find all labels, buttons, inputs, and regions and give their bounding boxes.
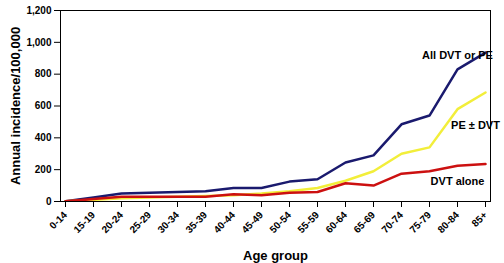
svg-text:75-79: 75-79 [407,209,433,235]
svg-text:PE ± DVT: PE ± DVT [451,119,500,131]
svg-text:1,000: 1,000 [26,37,51,48]
svg-text:20-24: 20-24 [99,209,125,235]
svg-text:85+: 85+ [469,209,489,229]
svg-text:80-84: 80-84 [435,209,461,235]
svg-text:60-64: 60-64 [323,209,349,235]
svg-text:40-44: 40-44 [211,209,237,235]
svg-text:600: 600 [35,100,52,111]
svg-text:15-19: 15-19 [71,209,97,235]
svg-text:55-59: 55-59 [295,209,321,235]
svg-text:800: 800 [35,68,52,79]
svg-text:Age group: Age group [243,248,308,263]
svg-text:400: 400 [35,132,52,143]
svg-text:0: 0 [46,196,52,207]
svg-text:All DVT or PE: All DVT or PE [422,49,493,61]
svg-text:45-49: 45-49 [239,209,265,235]
svg-text:Annual incidence/100,000: Annual incidence/100,000 [8,27,23,185]
svg-text:50-54: 50-54 [267,209,293,235]
svg-text:35-39: 35-39 [183,209,209,235]
svg-text:1,200: 1,200 [26,5,51,16]
svg-text:200: 200 [35,164,52,175]
svg-text:0-14: 0-14 [47,209,69,231]
svg-text:DVT alone: DVT alone [431,175,485,187]
svg-text:25-29: 25-29 [127,209,153,235]
svg-text:65-69: 65-69 [351,209,377,235]
svg-text:30-34: 30-34 [155,209,181,235]
svg-text:70-74: 70-74 [379,209,405,235]
